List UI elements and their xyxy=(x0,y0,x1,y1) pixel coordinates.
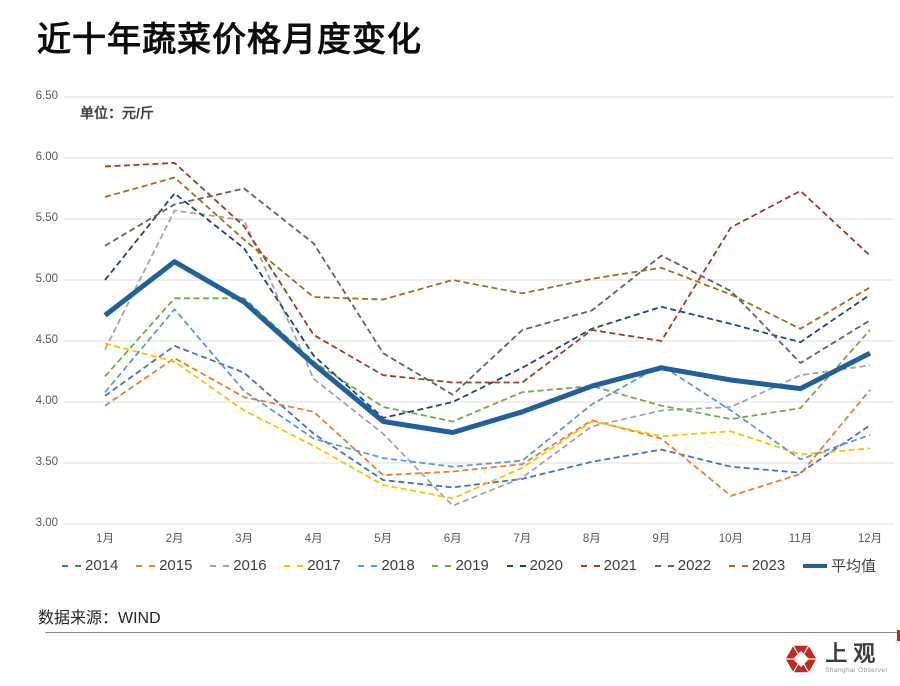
legend-item-2014: 2014 xyxy=(62,557,118,574)
series-line-2018 xyxy=(104,308,871,468)
legend-item-2018: 2018 xyxy=(358,557,415,574)
series-line-2016 xyxy=(104,209,871,507)
series-line-2022 xyxy=(104,187,871,396)
legend-item-2021: 2021 xyxy=(580,557,638,574)
y-tick-label: 5.00 xyxy=(35,273,58,285)
legend-swatch xyxy=(580,564,600,567)
legend-swatch xyxy=(210,564,230,567)
series-line-平均值 xyxy=(103,259,872,435)
page-title: 近十年蔬菜价格月度变化 xyxy=(37,21,422,59)
legend-swatch xyxy=(802,563,827,568)
legend-label: 2017 xyxy=(307,557,341,574)
legend-swatch xyxy=(62,564,81,567)
unit-label: 单位：元/斤 xyxy=(80,105,154,121)
footer-divider xyxy=(45,632,900,633)
page-edge-red-mark xyxy=(897,630,900,641)
legend-label: 2020 xyxy=(529,557,563,574)
y-tick-label: 3.00 xyxy=(35,517,58,529)
legend-label: 2021 xyxy=(603,557,638,574)
x-tick-label: 4月 xyxy=(304,533,323,545)
x-tick-label: 3月 xyxy=(235,533,254,545)
legend-item-2017: 2017 xyxy=(284,557,341,574)
legend-item-2022: 2022 xyxy=(654,557,712,574)
price-line-chart xyxy=(64,96,894,525)
y-tick-label: 6.00 xyxy=(35,151,58,163)
y-tick-label: 6.50 xyxy=(35,90,58,102)
legend-item-2016: 2016 xyxy=(210,557,267,574)
legend-label: 2018 xyxy=(381,557,415,574)
series-line-2019 xyxy=(104,297,871,423)
x-tick-label: 11月 xyxy=(788,533,813,545)
legend-label: 2022 xyxy=(677,557,712,574)
legend-swatch xyxy=(284,564,304,567)
logo-aperture-icon xyxy=(785,645,817,673)
logo-subtitle: Shanghai Observer xyxy=(825,667,888,675)
series-line-2020 xyxy=(104,192,871,419)
legend-swatch xyxy=(506,564,526,567)
y-tick-label: 5.50 xyxy=(35,212,58,224)
series-line-2017 xyxy=(104,342,871,500)
series-line-2014 xyxy=(104,344,871,489)
logo-name: 上观 xyxy=(825,641,882,667)
y-tick-label: 4.00 xyxy=(35,395,58,407)
legend-swatch xyxy=(654,564,674,567)
shanghai-observer-logo: 上观 Shanghai Observer xyxy=(784,642,888,676)
series-line-2021 xyxy=(104,161,871,384)
x-tick-label: 8月 xyxy=(582,533,601,545)
chart-legend: 2014 2015 2016 2017 2018 2019 2020 2021 2022 2023… xyxy=(62,555,876,576)
logo-text: 上观 Shanghai Observer xyxy=(825,643,888,675)
y-tick-label: 3.50 xyxy=(35,456,58,468)
legend-label: 2016 xyxy=(233,557,267,574)
series-line-2023 xyxy=(104,176,871,330)
legend-item-2023: 2023 xyxy=(728,557,786,574)
legend-swatch xyxy=(432,564,452,567)
series-line-2015 xyxy=(104,357,871,497)
x-tick-label: 10月 xyxy=(718,533,744,545)
legend-label: 2023 xyxy=(751,557,786,574)
x-tick-label: 1月 xyxy=(96,533,114,545)
legend-item-2015: 2015 xyxy=(136,557,192,574)
legend-item-2020: 2020 xyxy=(506,557,563,574)
legend-swatch xyxy=(728,564,748,567)
legend-label: 2019 xyxy=(455,557,489,574)
data-source-label: 数据来源：WIND xyxy=(38,610,161,627)
x-tick-label: 7月 xyxy=(513,533,532,545)
legend-item-平均值: 平均值 xyxy=(802,555,876,576)
x-tick-label: 6月 xyxy=(443,533,462,545)
x-tick-label: 9月 xyxy=(652,533,671,545)
y-tick-label: 4.50 xyxy=(35,334,58,346)
x-tick-label: 12月 xyxy=(857,533,883,545)
legend-label: 2014 xyxy=(85,557,119,574)
legend-label: 2015 xyxy=(159,557,193,574)
legend-swatch xyxy=(358,564,378,567)
legend-item-2019: 2019 xyxy=(432,557,489,574)
x-tick-label: 5月 xyxy=(374,533,393,545)
legend-swatch xyxy=(136,564,156,567)
x-tick-label: 2月 xyxy=(165,533,184,545)
legend-label: 平均值 xyxy=(830,558,876,575)
